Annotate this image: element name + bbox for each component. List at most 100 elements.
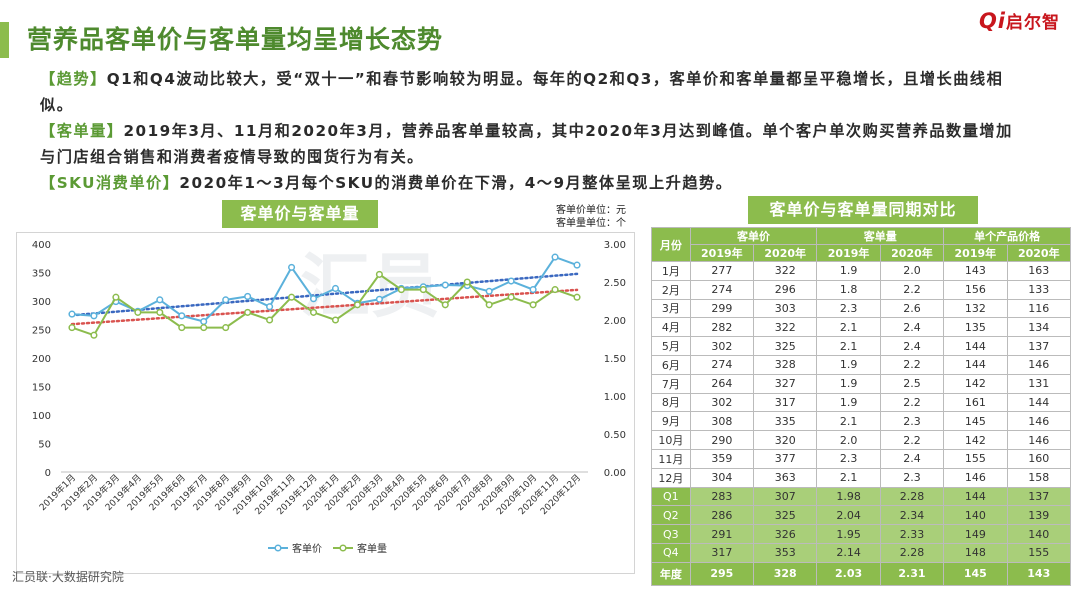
- row-label: Q2: [651, 505, 691, 526]
- data-point: [266, 316, 274, 324]
- data-point: [134, 308, 142, 316]
- table-cell: 2.31: [879, 561, 945, 586]
- row-label: 5月: [651, 336, 691, 356]
- data-point: [200, 324, 208, 332]
- table-cell: 135: [943, 317, 1008, 338]
- table-cell: 1.95: [816, 524, 881, 544]
- data-point: [178, 324, 186, 332]
- row-label: Q4: [651, 542, 691, 563]
- table-cell: 274: [689, 279, 755, 300]
- data-point: [485, 287, 493, 295]
- table-cell: 328: [753, 354, 818, 375]
- data-point: [551, 253, 559, 261]
- chart-title: 客单价与客单量: [222, 200, 378, 228]
- table-cell: 137: [1006, 486, 1072, 507]
- table-row: Q4 317 353 2.14 2.28 148 155: [651, 542, 1072, 563]
- row-label: 12月: [651, 467, 691, 488]
- data-point: [331, 316, 340, 324]
- table-cell: 145: [943, 561, 1008, 586]
- table-cell: 296: [753, 279, 818, 300]
- table-cell: 1.98: [816, 486, 881, 507]
- data-point: [573, 293, 581, 301]
- y-left-tick-label: 350: [32, 269, 51, 280]
- y-right-tick-label: 1.50: [604, 354, 626, 365]
- table-cell: 320: [753, 430, 818, 450]
- data-point: [200, 317, 208, 326]
- table-cell: 137: [1006, 336, 1072, 356]
- table-cell: 322: [753, 317, 818, 338]
- table-cell: 295: [689, 561, 755, 586]
- table-cell: 144: [943, 486, 1008, 507]
- table-cell: 140: [943, 505, 1008, 526]
- line-chart: 0 50 100 150 200 250 300 350 400 0.00 0.50 1.00 1.50…: [32, 240, 626, 555]
- y-right-tick-label: 0.00: [604, 468, 626, 479]
- table-cell: 277: [689, 261, 755, 281]
- row-label: 4月: [651, 317, 691, 338]
- table-row: 8月 302 317 1.9 2.2 161 144: [651, 392, 1072, 413]
- table-cell: 156: [943, 279, 1008, 300]
- legend-marker: [339, 544, 347, 552]
- table-cell: 317: [753, 392, 818, 413]
- trendline-0: [70, 272, 579, 317]
- trendline-1: [70, 288, 579, 326]
- legend-label: 客单价: [292, 542, 322, 555]
- table-row: 5月 302 325 2.1 2.4 144 137: [651, 336, 1072, 356]
- data-point: [331, 284, 340, 293]
- table-cell: 139: [1006, 505, 1072, 526]
- y-left-tick-label: 100: [32, 411, 51, 422]
- description-order-volume: 【客单量】2019年3月、11月和2020年3月，营养品客单量较高，其中2020…: [40, 122, 1013, 166]
- table-row: Q1 283 307 1.98 2.28 144 137: [651, 486, 1072, 507]
- legend-label: 客单量: [357, 542, 387, 555]
- data-point: [68, 324, 76, 332]
- table-cell: 149: [943, 524, 1008, 544]
- table-cell: 116: [1006, 298, 1072, 319]
- table-cell: 363: [753, 467, 818, 488]
- table-cell: 146: [1006, 430, 1072, 450]
- table-cell: 2.2: [879, 279, 945, 300]
- table-row: 年度 295 328 2.03 2.31 145 143: [651, 561, 1072, 586]
- table-cell: 143: [1006, 561, 1072, 586]
- row-label: 8月: [651, 392, 691, 413]
- y-left-tick-label: 250: [32, 326, 51, 337]
- table-cell: 303: [753, 298, 818, 319]
- y-right-tick-label: 0.50: [604, 430, 626, 441]
- table-cell: 161: [943, 392, 1008, 413]
- table-cell: 327: [753, 373, 818, 394]
- data-point: [463, 278, 471, 286]
- col-header-year: 2019年: [816, 244, 881, 262]
- data-point: [90, 331, 98, 339]
- row-label: 10月: [651, 430, 691, 450]
- y-right-tick-label: 1.00: [604, 392, 626, 403]
- row-label: 3月: [651, 298, 691, 319]
- table-cell: 1.9: [816, 392, 881, 413]
- data-point: [288, 293, 296, 301]
- table-cell: 2.4: [879, 336, 945, 356]
- table-cell: 134: [1006, 317, 1072, 338]
- table-cell: 146: [1006, 354, 1072, 375]
- table-cell: 274: [689, 354, 755, 375]
- table-cell: 264: [689, 373, 755, 394]
- table-cell: 2.2: [879, 354, 945, 375]
- table-cell: 2.1: [816, 336, 881, 356]
- data-point: [222, 324, 230, 332]
- table-cell: 2.1: [816, 411, 881, 432]
- table-cell: 2.5: [879, 373, 945, 394]
- row-label: Q3: [651, 524, 691, 544]
- series-line-1: [71, 273, 578, 337]
- data-point: [397, 286, 405, 294]
- table-cell: 325: [753, 505, 818, 526]
- data-point: [419, 286, 427, 294]
- table-cell: 1.9: [816, 354, 881, 375]
- table-cell: 146: [943, 467, 1008, 488]
- col-header-year: 2019年: [943, 244, 1008, 262]
- table-row: 1月 277 322 1.9 2.0 143 163: [651, 261, 1072, 281]
- footer-source: 汇员联·大数据研究院: [12, 570, 124, 584]
- table-cell: 322: [753, 261, 818, 281]
- table-cell: 158: [1006, 467, 1072, 488]
- data-point: [551, 286, 559, 294]
- row-label: 2月: [651, 279, 691, 300]
- data-point: [288, 263, 296, 271]
- table-cell: 2.3: [816, 298, 881, 319]
- table-row: Q3 291 326 1.95 2.33 149 140: [651, 524, 1072, 544]
- col-header-month: 月份: [651, 227, 691, 262]
